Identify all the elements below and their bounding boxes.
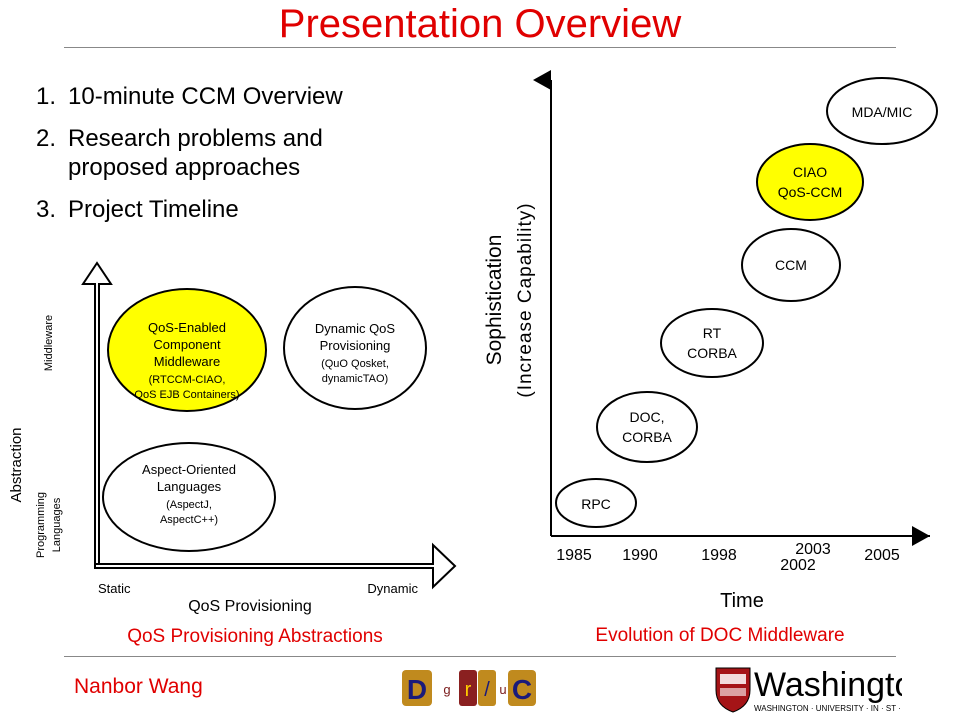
node-label: MDA/MIC: [852, 104, 913, 120]
horizontal-axis-arrow: [94, 542, 457, 590]
y-top-label: Middleware: [43, 315, 55, 371]
year-label: 1985: [556, 547, 592, 564]
agenda-number: 1.: [36, 83, 57, 110]
footer-divider: [64, 656, 896, 657]
y-axis-title: Abstraction: [8, 427, 25, 502]
node-label: Dynamic QoS: [315, 321, 396, 336]
slide-title: Presentation Overview: [278, 2, 682, 46]
node-label: Provisioning: [320, 338, 391, 353]
agenda-number: 2.: [36, 125, 57, 152]
agenda-text: proposed approaches: [68, 154, 301, 181]
left-diagram-caption: QoS Provisioning Abstractions: [127, 626, 383, 647]
y-axis-title: (Increase Capability): [515, 202, 536, 397]
ccm-node: [741, 228, 841, 302]
qos-enabled-middleware-node: [107, 288, 267, 412]
dynamic-qos-node: [283, 286, 427, 410]
logo-letter: g: [443, 682, 450, 697]
mda-mic-node: [826, 77, 938, 145]
washington-wordmark: Washington: [754, 666, 902, 704]
logo-letter: p: [530, 693, 531, 695]
node-label: Languages: [157, 479, 222, 494]
title-divider: [64, 47, 896, 48]
right-diagram-caption: Evolution of DOC Middleware: [595, 625, 845, 646]
year-label: 2002: [780, 557, 816, 574]
logo-letter: /: [484, 679, 490, 701]
logo-letter: r: [465, 679, 472, 701]
year-label: 2005: [864, 547, 900, 564]
agenda-item: 3. Project Timeline: [36, 195, 436, 224]
ciao-node: [756, 143, 864, 221]
logo-block: [478, 670, 496, 706]
logo-block: [402, 670, 432, 706]
node-label: RT: [703, 325, 722, 341]
node-label: (QuO Qosket,: [321, 358, 389, 370]
node-label: dynamicTAO): [322, 373, 388, 385]
footer-author: Nanbor Wang: [74, 675, 203, 698]
shield-band: [720, 688, 746, 696]
agenda-list: 1. 10-minute CCM Overview 2. Research pr…: [36, 82, 436, 237]
vertical-axis-arrow: [81, 261, 113, 569]
year-label: 1998: [701, 547, 737, 564]
year-label: 1990: [622, 547, 658, 564]
node-label: Component: [153, 337, 221, 352]
x-axis-title: Time: [720, 590, 764, 612]
y-bottom-label: Programming: [35, 492, 47, 558]
logo-letter: C: [512, 674, 532, 705]
qos-abstraction-diagram: Abstraction Middleware Programming Langu…: [8, 261, 457, 615]
logo-block: [459, 670, 477, 706]
x-left-label: Static: [98, 581, 131, 596]
rt-corba-node: [660, 308, 764, 378]
aspect-oriented-node: [102, 442, 276, 552]
agenda-text: Project Timeline: [68, 196, 239, 223]
node-label: QoS-CCM: [778, 184, 843, 200]
doc-evolution-diagram: Sophistication (Increase Capability) RPC…: [483, 70, 938, 612]
node-label: (RTCCM-CIAO,: [149, 374, 226, 386]
doc-group-logo: D g r / u C p: [402, 670, 536, 706]
y-bottom-label: Languages: [51, 497, 63, 552]
node-label: QoS EJB Containers): [134, 389, 239, 401]
agenda-item: 1. 10-minute CCM Overview: [36, 82, 436, 111]
agenda-item: 2. Research problems and proposed approa…: [36, 124, 436, 182]
node-label: CIAO: [793, 164, 827, 180]
node-label: CCM: [775, 257, 807, 273]
node-label: Aspect-Oriented: [142, 462, 236, 477]
shield-band: [720, 674, 746, 684]
logo-letter: u: [499, 682, 506, 697]
washington-university-logo: Washington WASHINGTON · UNIVERSITY · IN …: [715, 666, 902, 713]
node-label: CORBA: [622, 429, 672, 445]
node-label: CORBA: [687, 345, 737, 361]
node-label: Middleware: [154, 354, 220, 369]
rpc-node: [555, 478, 637, 528]
node-label: (AspectJ,: [166, 499, 212, 511]
node-label: DOC,: [630, 409, 665, 425]
washington-subtitle: WASHINGTON · UNIVERSITY · IN · ST · LOUI…: [754, 704, 902, 713]
x-right-label: Dynamic: [367, 581, 418, 596]
logo-letter: D: [407, 674, 427, 705]
node-label: QoS-Enabled: [148, 320, 226, 335]
doc-corba-node: [596, 391, 698, 463]
node-label: AspectC++): [160, 514, 218, 526]
agenda-number: 3.: [36, 196, 57, 223]
x-axis-title: QoS Provisioning: [188, 598, 312, 615]
node-label: RPC: [581, 496, 611, 512]
logo-block: [508, 670, 536, 706]
y-axis-title: Sophistication: [483, 235, 506, 366]
agenda-text: Research problems and: [68, 125, 323, 152]
year-label: 2003: [795, 541, 831, 558]
agenda-text: 10-minute CCM Overview: [68, 83, 343, 110]
